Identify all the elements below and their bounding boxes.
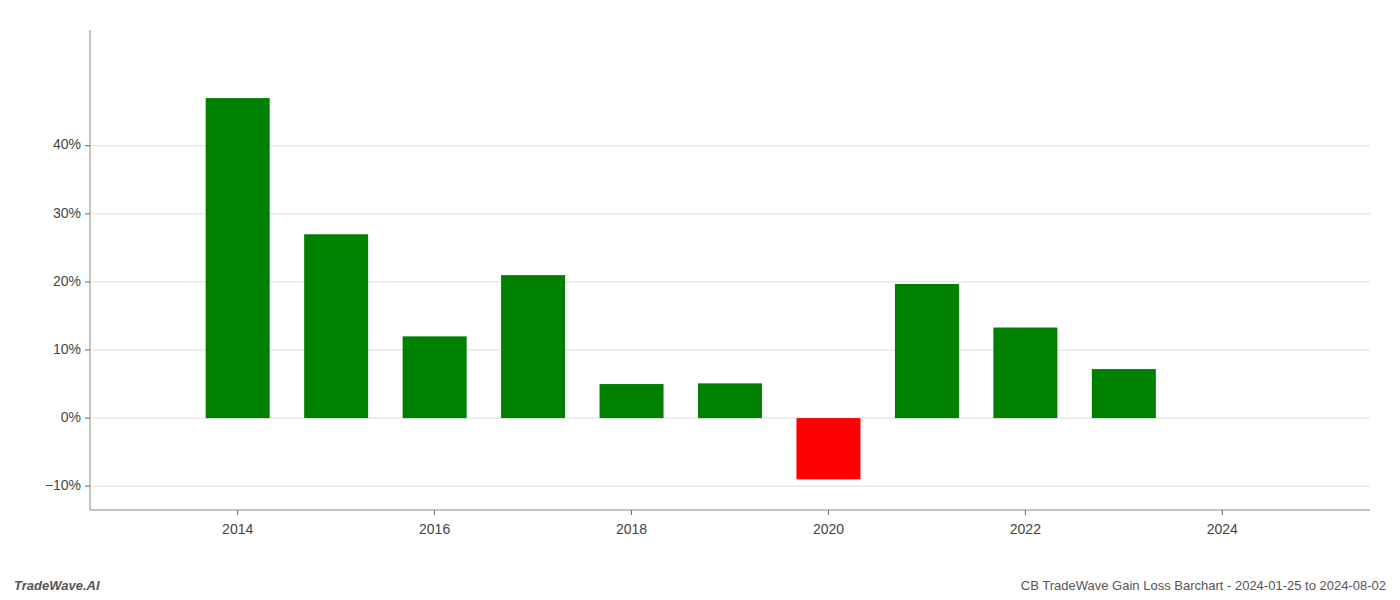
- chart-container: −10%0%10%20%30%40%2014201620182020202220…: [0, 0, 1400, 600]
- grid-line: [90, 350, 1370, 351]
- x-tick-label: 2022: [1010, 521, 1041, 537]
- bar: [698, 383, 762, 418]
- bars: [206, 98, 1156, 479]
- bar: [993, 328, 1057, 419]
- x-tick-label: 2018: [616, 521, 647, 537]
- bar: [895, 284, 959, 418]
- x-tick-label: 2024: [1207, 521, 1238, 537]
- bar: [403, 336, 467, 418]
- y-tick-label: 0%: [61, 409, 81, 425]
- y-tick-label: 10%: [53, 341, 81, 357]
- x-tick-label: 2014: [222, 521, 253, 537]
- bar: [1092, 369, 1156, 418]
- y-tick: [85, 350, 90, 351]
- grid-line: [90, 145, 1370, 146]
- bar: [304, 234, 368, 418]
- grid-line: [90, 281, 1370, 282]
- x-tick: [1222, 510, 1223, 515]
- x-tick: [1025, 510, 1026, 515]
- x-axis: 2014 2016 2018 2020 2022 2024: [222, 510, 1238, 537]
- x-axis-line: [90, 510, 1370, 511]
- bar: [600, 384, 664, 418]
- bar: [501, 275, 565, 418]
- x-tick-label: 2016: [419, 521, 450, 537]
- y-axis-line: [90, 30, 91, 510]
- watermark: TradeWave.AI: [14, 578, 100, 593]
- y-tick: [85, 145, 90, 146]
- chart-svg: −10%0%10%20%30%40%2014201620182020202220…: [0, 0, 1400, 600]
- y-tick: [85, 418, 90, 419]
- x-tick: [631, 510, 632, 515]
- title: CB TradeWave Gain Loss Barchart - 2024-0…: [1021, 578, 1386, 593]
- bar: [796, 418, 860, 479]
- x-tick: [237, 510, 238, 515]
- y-tick-label: 40%: [53, 136, 81, 152]
- x-tick: [434, 510, 435, 515]
- y-tick: [85, 281, 90, 282]
- grid-line: [90, 486, 1370, 487]
- x-tick: [828, 510, 829, 515]
- grid-line: [90, 213, 1370, 214]
- y-tick-label: −10%: [45, 477, 81, 493]
- y-tick: [85, 486, 90, 487]
- grid: [90, 146, 1370, 486]
- bar: [206, 98, 270, 418]
- y-axis: −10% 0% 10% 20% 30% 40%: [45, 136, 90, 492]
- y-tick-label: 30%: [53, 205, 81, 221]
- y-tick: [85, 213, 90, 214]
- y-tick-label: 20%: [53, 273, 81, 289]
- x-tick-label: 2020: [813, 521, 844, 537]
